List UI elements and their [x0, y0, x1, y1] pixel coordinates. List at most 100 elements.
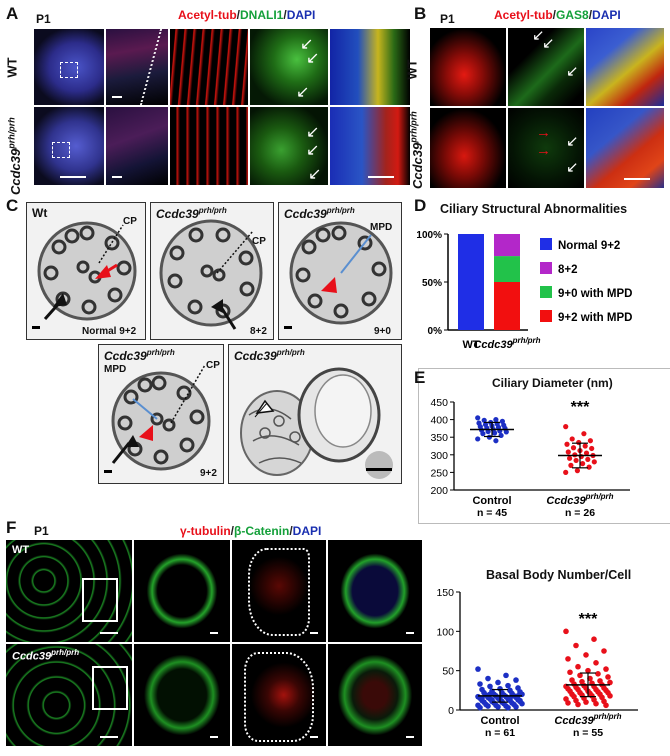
- data-point: [583, 699, 589, 705]
- chart-f-title: Basal Body Number/Cell: [486, 568, 632, 582]
- em-4-cp-label: CP: [206, 360, 220, 371]
- data-point: [591, 459, 597, 465]
- scale-bar: [104, 470, 112, 473]
- x-tick-label: WT: [462, 339, 479, 351]
- panel-letter-a: A: [6, 4, 19, 23]
- em-1-caption: Normal 9+2: [82, 326, 137, 337]
- merge-wt-a: [330, 29, 410, 105]
- data-point: [595, 671, 601, 677]
- data-point: [607, 679, 613, 686]
- data-point: [481, 417, 487, 423]
- arrow-icon: ↙: [306, 50, 320, 67]
- arrow-icon: ↙: [566, 133, 579, 150]
- bar-segment: [494, 256, 520, 282]
- arrow-icon: ↙: [542, 35, 555, 52]
- scale-bar: [368, 176, 394, 178]
- data-point: [485, 703, 491, 709]
- em-1-cp-label: CP: [123, 216, 137, 227]
- em-4-caption: 9+2: [200, 468, 217, 479]
- roi-box-wt: [60, 62, 78, 78]
- data-point: [577, 672, 583, 679]
- arrow-icon: →: [536, 142, 551, 159]
- data-point: [567, 669, 573, 676]
- em-2-label: Ccdc39prh/prh: [156, 206, 227, 221]
- panel-f-age-label: P1: [34, 524, 49, 538]
- legend-label: 9+2 with MPD: [558, 312, 632, 324]
- scale-bar: [366, 468, 392, 471]
- data-point: [605, 674, 611, 680]
- dnali1-wt: [250, 29, 328, 105]
- em-4-label: Ccdc39prh/prh: [104, 348, 175, 363]
- em-3-caption: 9+0: [374, 326, 391, 337]
- acetyl-tub-wt-b: [430, 28, 506, 106]
- merge-mutant-f: [328, 644, 422, 746]
- legend-swatch: [540, 238, 552, 250]
- roi-box-mutant: [52, 142, 70, 158]
- y-tick-label: 300: [430, 450, 448, 462]
- data-point: [475, 436, 481, 442]
- arrow-icon: ↙: [296, 84, 310, 101]
- scale-bar: [310, 632, 318, 634]
- scale-bar: [310, 736, 318, 738]
- em-3-label: Ccdc39prh/prh: [284, 206, 355, 221]
- panel-letter-c: C: [6, 196, 19, 215]
- chart-d-title: Ciliary Structural Abnormalities: [440, 202, 628, 216]
- data-point: [569, 436, 575, 442]
- overview-wt-f: [6, 540, 132, 642]
- data-point: [503, 429, 509, 435]
- legend-label: 8+2: [558, 264, 578, 276]
- data-point: [593, 660, 599, 666]
- panel-letter-e: E: [414, 368, 426, 387]
- data-point: [486, 434, 492, 440]
- em-image-9-0: [278, 202, 402, 340]
- panel-b-row-mutant: Ccdc39prh/prh: [408, 111, 426, 190]
- data-point: [603, 702, 609, 709]
- legend-label: Normal 9+2: [558, 240, 620, 252]
- scale-bar: [210, 736, 218, 738]
- arrow-icon: ↙: [566, 63, 579, 80]
- x-tick-label: Ccdc39prh/prh: [554, 712, 621, 727]
- x-tick-label: Ccdc39prh/prh: [546, 492, 613, 507]
- arrow-icon: ↙: [308, 166, 322, 183]
- y-tick-label: 50: [442, 666, 454, 678]
- panel-b-stain-title: Acetyl-tub/GAS8/DAPI: [494, 8, 621, 22]
- y-tick-label: 0%: [428, 326, 443, 337]
- data-point: [564, 441, 570, 447]
- x-tick-label: Control: [480, 715, 519, 727]
- data-point: [493, 438, 499, 444]
- chart-e-title: Ciliary Diameter (nm): [492, 376, 613, 390]
- acetyl-tub-mutant-b: [430, 108, 506, 188]
- data-point: [563, 628, 569, 635]
- n-label: n = 45: [477, 507, 507, 519]
- scale-bar: [406, 632, 414, 634]
- data-point: [477, 704, 483, 711]
- scale-bar: [284, 326, 292, 329]
- data-point: [563, 424, 569, 430]
- y-tick-label: 0: [448, 705, 454, 717]
- dnali1-mutant: [250, 107, 328, 185]
- data-point: [513, 704, 519, 710]
- data-point: [489, 696, 495, 703]
- data-point: [563, 469, 569, 475]
- data-point: [507, 696, 513, 702]
- ventricle-wall-wt: [106, 29, 168, 105]
- merge-wt-f: [328, 540, 422, 642]
- panel-a-age-label: P1: [36, 12, 51, 26]
- scale-bar: [100, 632, 118, 634]
- em-image-disorganized: [228, 344, 402, 484]
- cell-outline-mutant: [244, 652, 314, 742]
- data-point: [593, 700, 599, 707]
- panel-letter-d: D: [414, 196, 427, 215]
- data-point: [495, 679, 501, 686]
- y-tick-label: 100: [436, 626, 454, 638]
- data-point: [475, 666, 481, 672]
- y-tick-label: 150: [436, 587, 454, 599]
- panel-a-row-mutant: Ccdc39prh/prh: [6, 117, 24, 196]
- n-label: n = 61: [485, 727, 515, 739]
- data-point: [475, 415, 481, 421]
- data-point: [583, 652, 589, 658]
- data-point: [505, 704, 511, 711]
- arrow-icon: ↙: [306, 124, 320, 141]
- data-point: [498, 432, 504, 439]
